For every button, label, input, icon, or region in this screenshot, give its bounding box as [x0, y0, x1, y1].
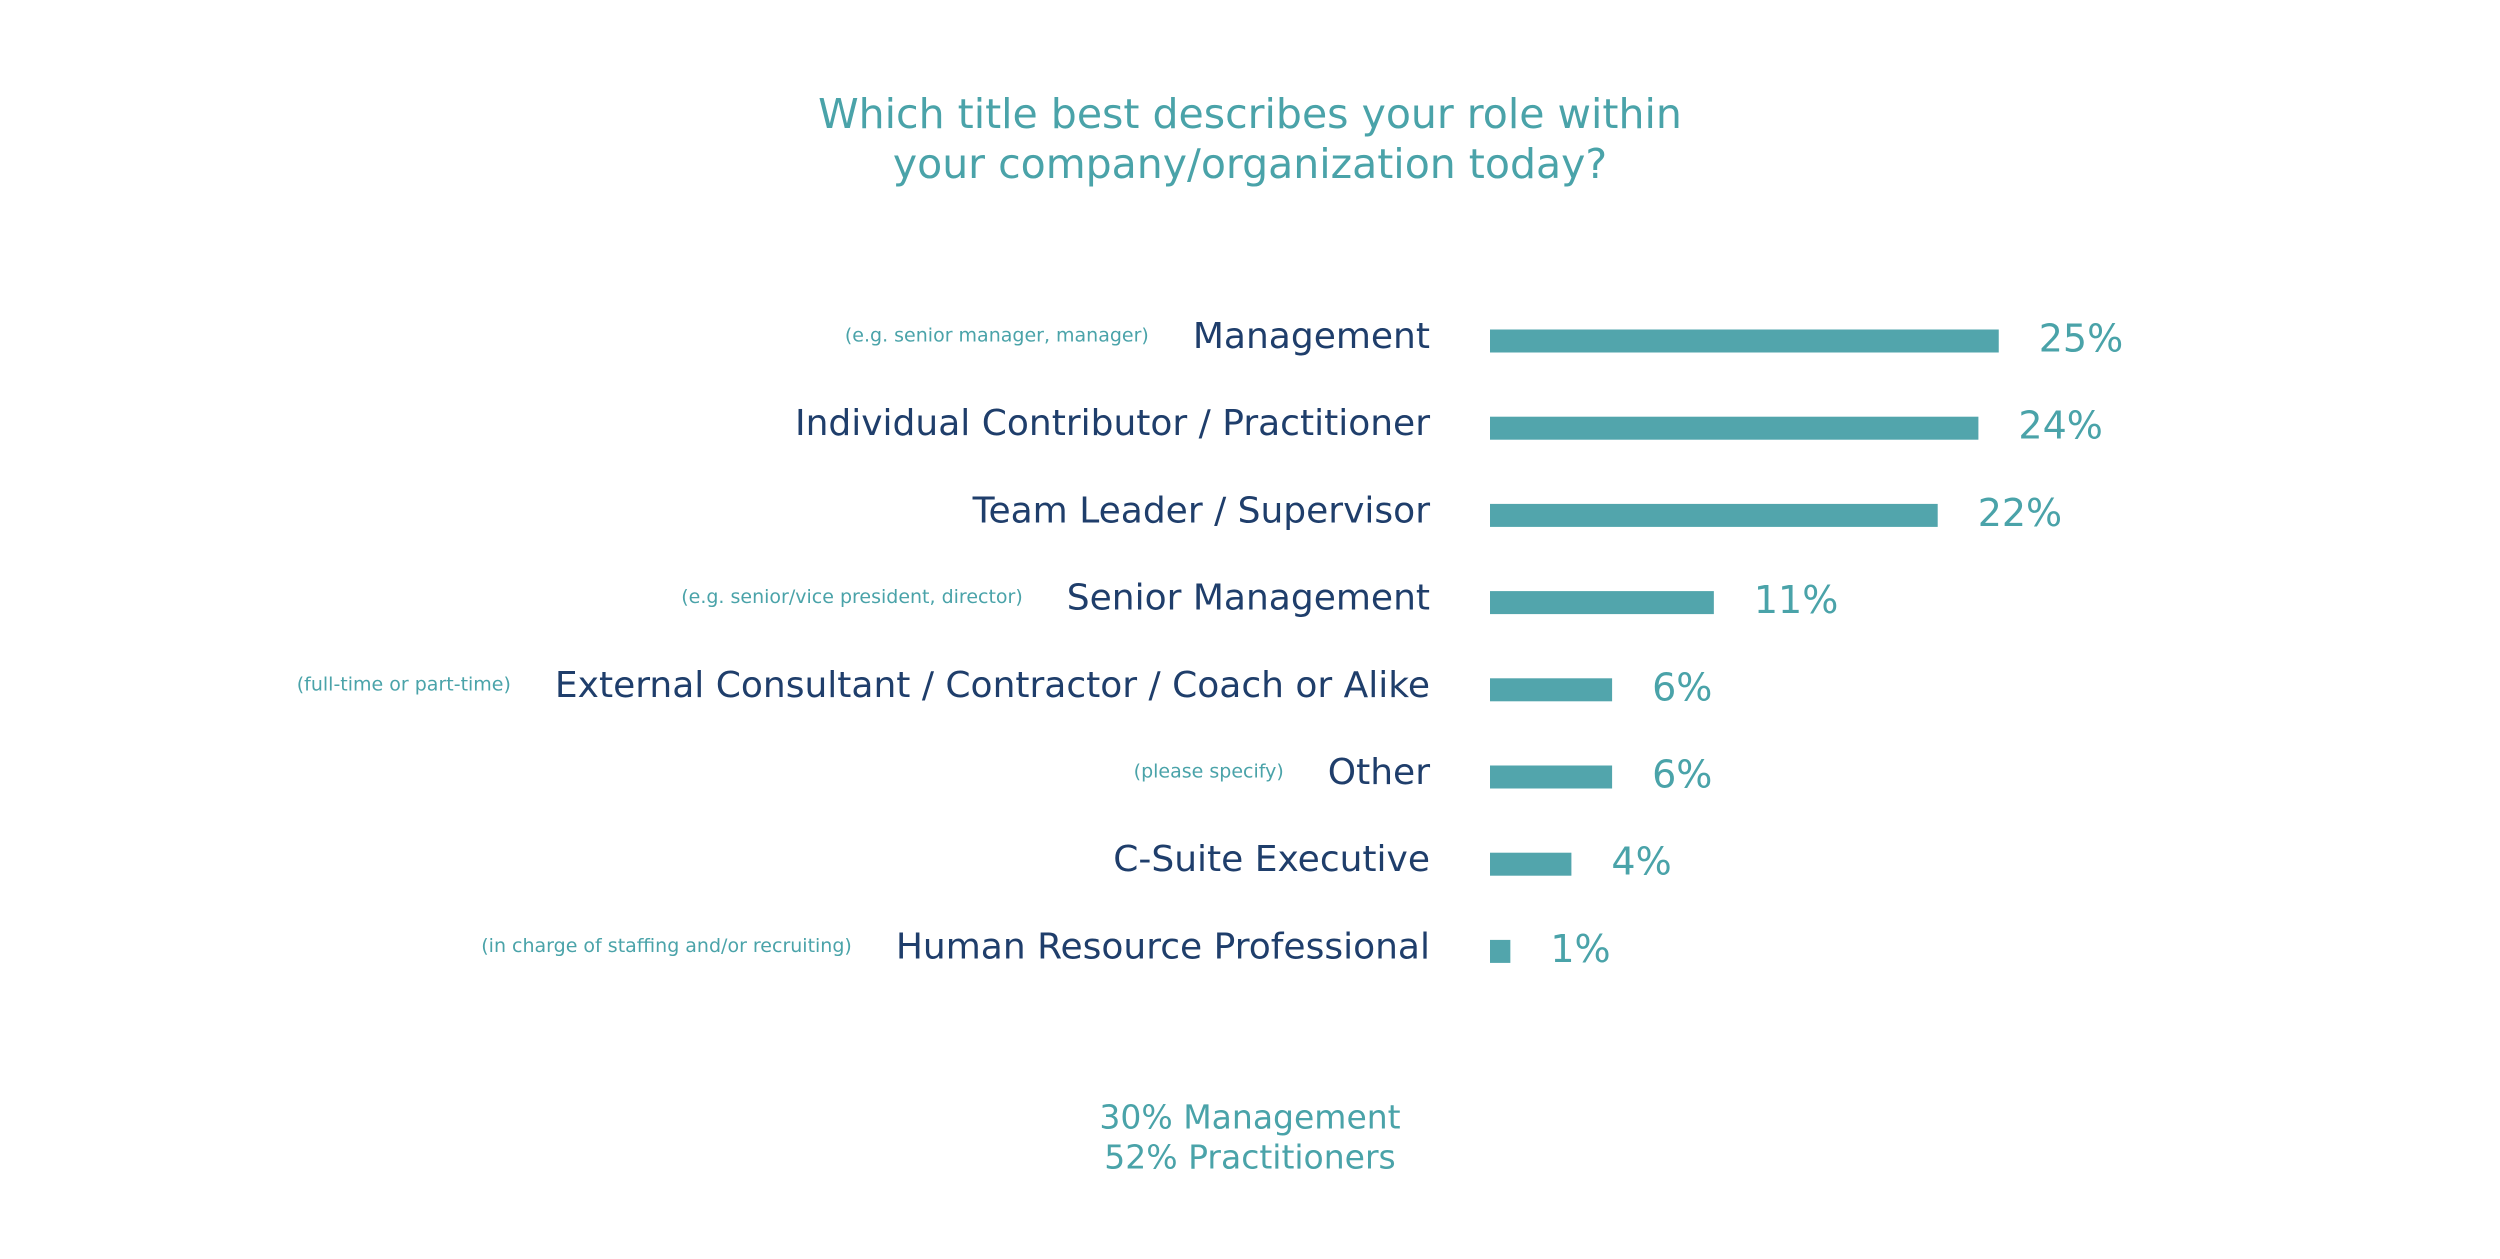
value-label: 1%	[1550, 927, 1610, 971]
bar	[1490, 939, 1511, 963]
category-label: C-Suite Executive	[1113, 839, 1430, 880]
bar	[1490, 503, 1938, 527]
category-sublabel: (full-time or part-time)	[297, 673, 511, 695]
value-label: 22%	[1978, 491, 2062, 535]
category-sublabel: (e.g. senior/vice president, director)	[681, 586, 1023, 608]
note: 52% Practitioners	[1104, 1138, 1395, 1177]
bar	[1490, 591, 1714, 615]
value-label: 24%	[2018, 404, 2102, 448]
category-sublabel: (in charge of staffing and/or recruiting…	[481, 935, 852, 957]
category-label: Senior Management	[1067, 578, 1430, 619]
bar	[1490, 329, 1999, 353]
note: 30% Management	[1099, 1098, 1400, 1137]
category-label: Team Leader / Supervisor	[972, 490, 1431, 531]
value-label: 25%	[2039, 317, 2123, 361]
category-label: External Consultant / Contractor / Coach…	[555, 665, 1430, 706]
category-label: Other	[1328, 752, 1430, 793]
value-label: 6%	[1652, 665, 1712, 709]
value-label: 11%	[1754, 578, 1838, 622]
chart-title: Which title best describes your role wit…	[818, 90, 1682, 138]
bar	[1490, 678, 1613, 702]
value-label: 6%	[1652, 753, 1712, 797]
category-label: Management	[1193, 316, 1430, 357]
category-label: Human Resource Professional	[896, 926, 1430, 967]
chart-title: your company/organization today?	[893, 140, 1607, 188]
category-label: Individual Contributor / Practitioner	[795, 403, 1430, 444]
bar	[1490, 765, 1613, 789]
category-sublabel: (e.g. senior manager, manager)	[845, 325, 1149, 347]
value-label: 4%	[1611, 840, 1671, 884]
bar	[1490, 852, 1572, 876]
category-sublabel: (please specify)	[1134, 761, 1284, 783]
bar	[1490, 416, 1979, 440]
